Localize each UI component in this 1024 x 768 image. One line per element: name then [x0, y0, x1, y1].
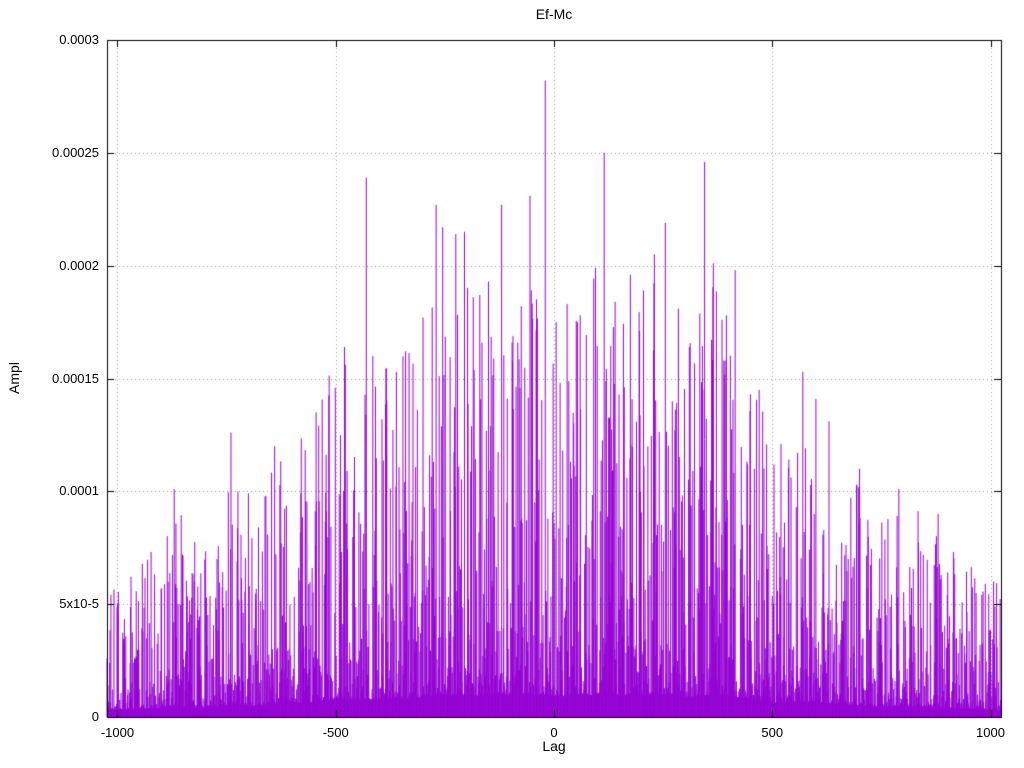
y-tick-label: 0.0001 [59, 483, 99, 499]
chart-title: Ef-Mc [535, 6, 573, 22]
y-tick-label: 0.0003 [59, 32, 99, 47]
x-tick-label: 500 [761, 725, 784, 740]
y-tick-label: 0.00015 [52, 370, 99, 386]
x-tick-label: -500 [322, 725, 349, 740]
x-tick-label: -1000 [100, 725, 135, 740]
y-tick-label: 5x10-5 [59, 596, 99, 612]
x-axis-label: Lag [542, 738, 566, 754]
y-axis-label: Ampl [6, 362, 22, 394]
y-tick-label: 0.00025 [52, 144, 99, 160]
x-tick-label: 1000 [976, 725, 1005, 740]
x-tick-label: 0 [550, 725, 558, 740]
y-tick-label: 0.0002 [59, 257, 99, 273]
y-tick-label: 0 [91, 709, 99, 724]
